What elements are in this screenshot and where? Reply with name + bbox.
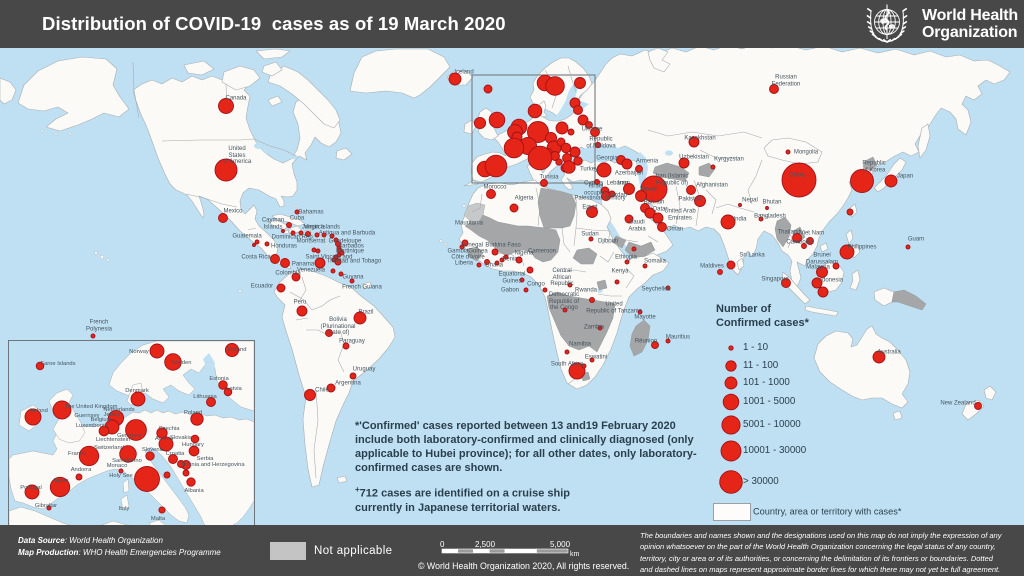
svg-text:km: km [570, 551, 580, 557]
svg-text:5,000: 5,000 [550, 540, 571, 549]
svg-text:0: 0 [440, 540, 445, 549]
svg-text:2,500: 2,500 [475, 540, 496, 549]
